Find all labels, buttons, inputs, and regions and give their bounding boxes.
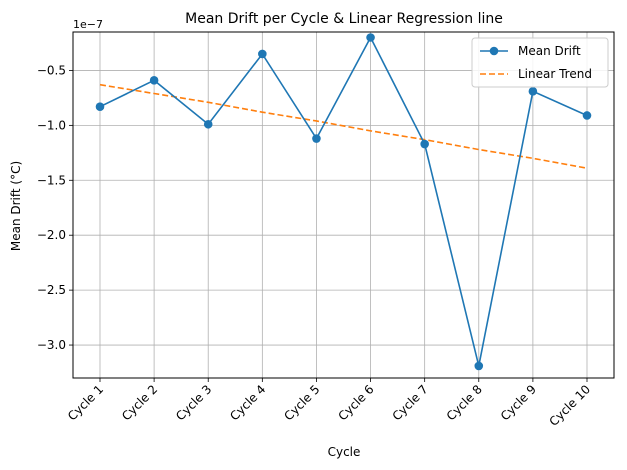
plot-frame [72, 31, 615, 379]
x-tick-label: Cycle 10 [547, 382, 594, 429]
series-layer [95, 33, 592, 371]
mean-drift-point [258, 49, 267, 59]
legend-mean-drift-label: Mean Drift [518, 44, 581, 58]
x-axis-ticks: Cycle 1 Cycle 2 Cycle 3 Cycle 4 Cycle 5 Cycle… [65, 378, 593, 429]
x-tick-label: Cycle 6 [335, 382, 376, 423]
y-tick-label: −2.0 [37, 228, 66, 242]
mean-drift-line [99, 35, 588, 367]
x-tick-label: Cycle 4 [227, 382, 268, 423]
mean-drift-point [149, 76, 159, 85]
y-tick-label: −3.0 [37, 338, 66, 352]
mean-drift-point [528, 87, 538, 96]
grid [73, 32, 614, 378]
legend-linear-trend-label: Linear Trend [518, 67, 592, 81]
y-tick-label: −2.5 [37, 283, 66, 297]
y-tick-label: −1.5 [37, 173, 66, 187]
legend-mean-drift-marker [489, 46, 499, 56]
y-axis-ticks: −0.5 −1.0 −1.5 −2.0 −2.5 −3.0 [37, 63, 73, 352]
x-tick-label: Cycle 1 [65, 382, 106, 423]
y-offset-label: 1e−7 [73, 18, 103, 31]
mean-drift-point [582, 111, 592, 120]
y-tick-label: −1.0 [37, 118, 66, 132]
mean-drift-point [95, 102, 105, 111]
x-tick-label: Cycle 8 [444, 382, 485, 423]
mean-drift-point [312, 134, 321, 143]
x-axis-label: Cycle [328, 445, 361, 459]
x-tick-label: Cycle 3 [173, 382, 214, 423]
mean-drift-point [420, 139, 429, 149]
mean-drift-point [203, 119, 213, 129]
linear-trend-line [99, 83, 588, 169]
mean-drift-point [366, 33, 375, 42]
y-axis-label: Mean Drift (°C) [9, 161, 23, 251]
x-tick-label: Cycle 2 [119, 382, 160, 423]
x-tick-label: Cycle 7 [390, 382, 431, 423]
chart-title: Mean Drift per Cycle & Linear Regression… [185, 11, 503, 27]
x-tick-label: Cycle 5 [281, 382, 322, 423]
legend: Mean Drift Linear Trend [471, 37, 609, 88]
mean-drift-point [474, 361, 484, 371]
y-tick-label: −0.5 [37, 63, 66, 77]
x-tick-label: Cycle 9 [498, 382, 539, 423]
